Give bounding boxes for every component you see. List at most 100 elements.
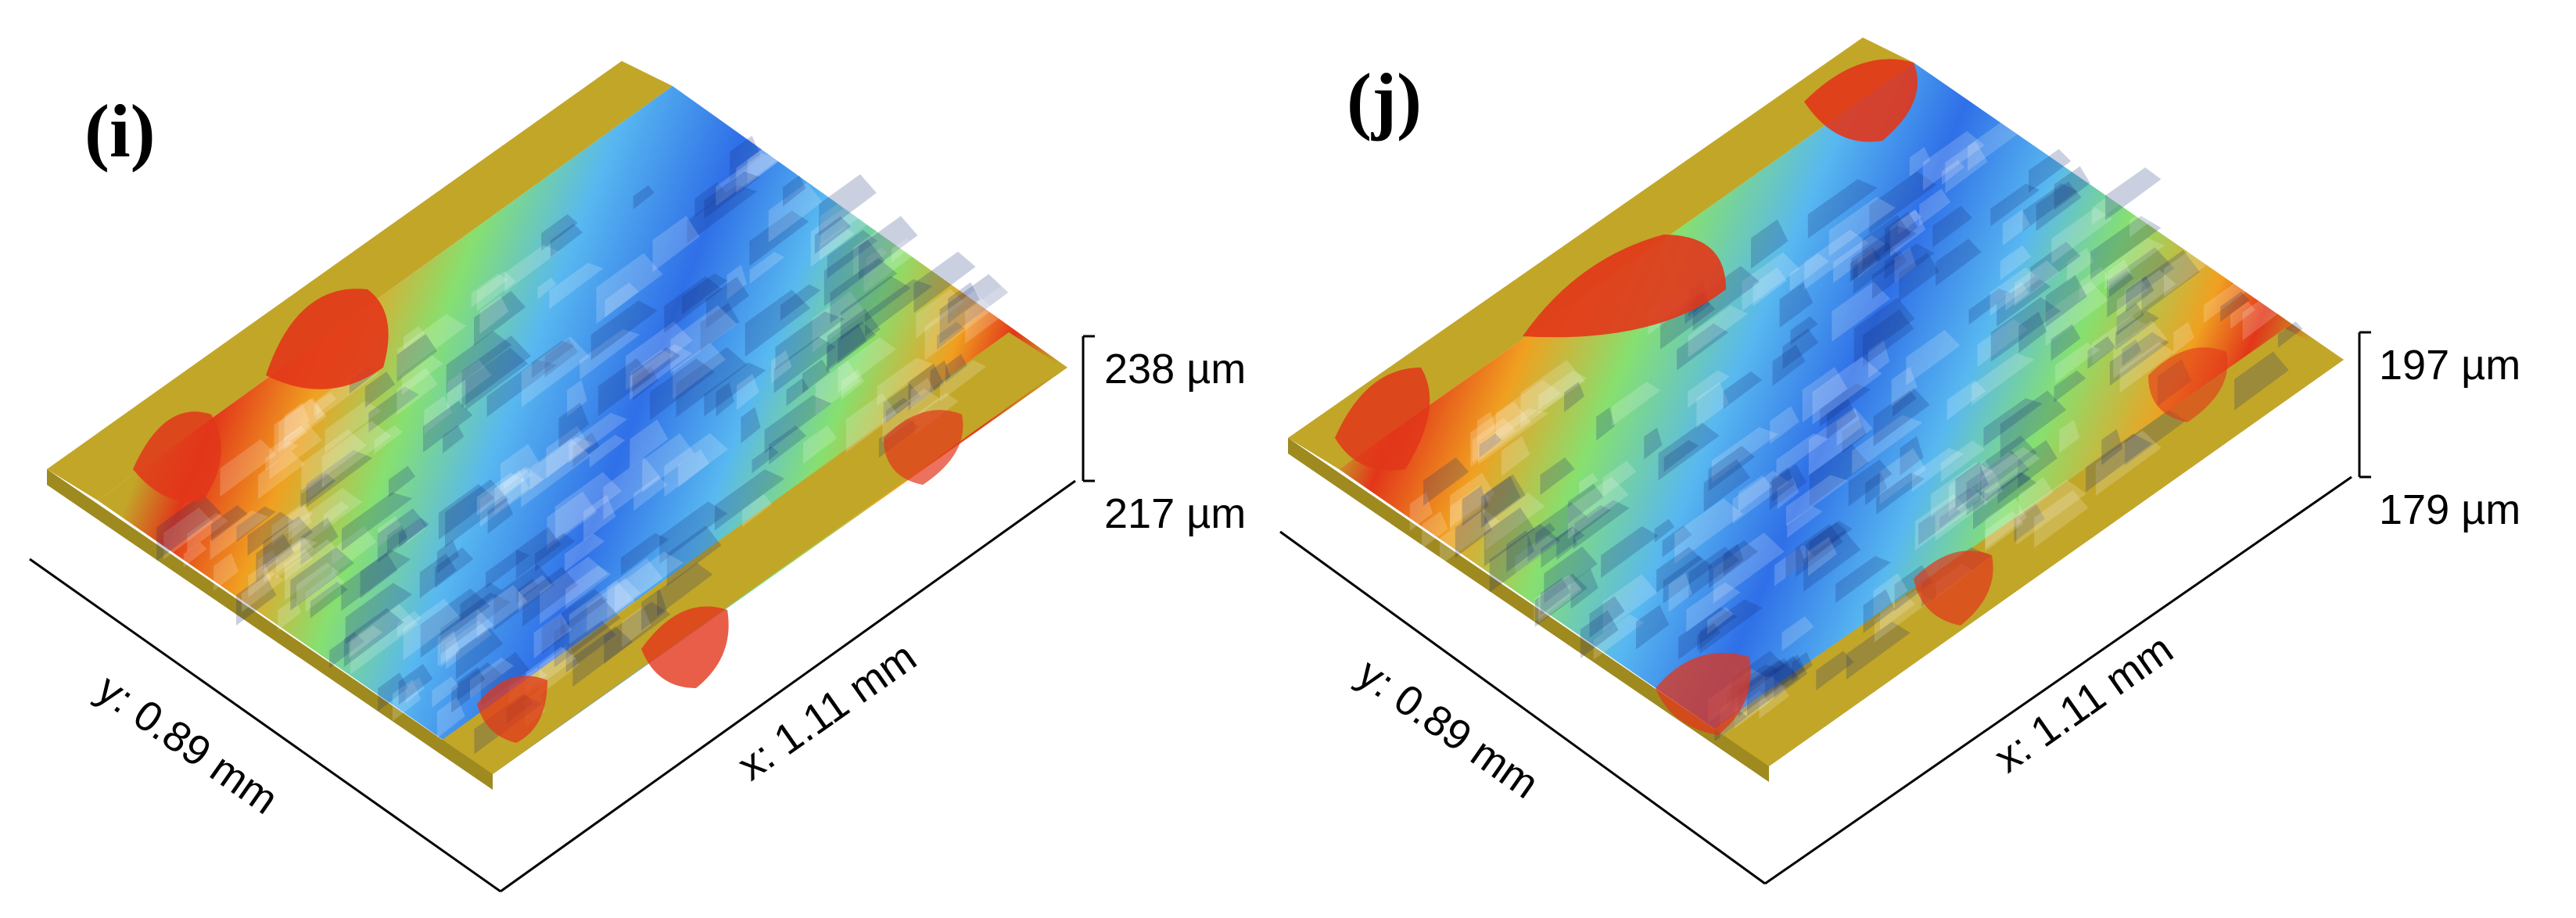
texture-streak [292,488,363,555]
texture-streak [432,676,460,708]
texture-streak [1922,131,1985,191]
texture-streak [1556,527,1577,561]
texture-streak [2091,189,2129,226]
texture-streak [892,238,913,263]
texture-streak [2015,260,2060,307]
texture-streak [1660,292,1716,350]
texture-streak [1782,328,1819,370]
texture-streak [567,379,587,417]
texture-streak [939,360,987,402]
texture-streak [1851,225,1917,281]
texture-streak [1828,196,1896,256]
texture-streak [419,553,457,599]
texture-streak [446,331,512,394]
texture-streak [1990,297,2061,362]
texture-streak [1714,710,1748,742]
texture-streak [1985,511,2024,552]
texture-streak [1688,547,1740,598]
texture-streak [241,571,285,612]
texture-streak [1879,594,1915,631]
texture-streak [1480,474,1526,529]
texture-streak [1785,547,1806,579]
texture-streak [1871,243,1935,299]
texture-streak [2079,267,2110,300]
texture-streak [446,620,492,669]
texture-streak [1708,446,1756,492]
texture-streak [1894,247,1917,283]
texture-streak [518,575,552,611]
z-max-label: 238 µm [1104,346,1246,393]
x-axis-line [500,479,1076,893]
texture-streak [435,547,474,589]
texture-streak [2173,321,2194,354]
texture-streak [2107,247,2175,318]
texture-streak [504,245,559,292]
texture-streak [1713,533,1785,604]
texture-streak [773,336,836,393]
texture-streak [493,564,555,631]
texture-streak [1802,367,1848,423]
texture-streak [278,397,327,453]
texture-streak [681,273,728,315]
texture-streak [1796,523,1843,577]
texture-streak [364,371,396,408]
texture-streak [1612,382,1661,427]
texture-streak [1806,520,1853,564]
texture-streak [1601,525,1659,579]
texture-streak [399,518,429,548]
texture-streak [440,630,460,668]
texture-streak [714,469,785,531]
texture-streak [2054,166,2090,210]
texture-streak [846,393,898,453]
texture-streak [500,443,540,492]
texture-streak [633,475,668,511]
texture-streak [1787,506,1823,539]
texture-streak [1807,536,1838,576]
texture-streak [521,336,590,407]
texture-streak [1696,382,1729,429]
texture-streak [937,321,965,350]
texture-streak [1852,414,1923,475]
texture-streak [1862,214,1911,271]
texture-streak [1574,504,1612,538]
texture-streak [541,214,578,251]
texture-streak [1699,599,1763,654]
texture-streak [1939,507,1961,529]
texture-streak [1439,507,1500,566]
texture-streak [1538,370,1587,414]
texture-streak [1596,407,1615,441]
surface-panel-j: (j) 197 µm 179 µm y: 0.89 mm x: 1.11 mm [1279,0,2576,918]
texture-streak [916,289,964,339]
texture-streak [1688,370,1730,408]
texture-streak [1909,147,1931,177]
texture-streak [838,323,867,364]
texture-streak [838,337,896,393]
texture-streak [487,497,514,534]
texture-streak [1835,556,1891,604]
texture-streak [1832,281,1891,342]
texture-streak [2000,390,2067,458]
texture-streak [1945,141,1988,194]
texture-streak [447,360,492,409]
texture-streak [360,552,398,599]
texture-streak [1892,390,1918,418]
texture-streak [1567,476,1629,540]
texture-streak [1678,607,1738,660]
texture-streak [1723,371,1763,409]
texture-streak [664,276,723,333]
texture-streak [540,556,608,625]
texture-streak [1541,525,1585,568]
texture-streak [539,644,579,696]
texture-streak [1863,589,1895,633]
texture-streak [853,218,910,276]
texture-streak [815,360,861,415]
texture-streak [1654,518,1675,543]
texture-streak [1846,621,1910,680]
texture-streak [965,275,1037,344]
texture-streak [300,517,339,565]
texture-streak [589,435,626,468]
texture-streak [1742,252,1800,311]
texture-streak [2220,292,2250,322]
texture-streak [440,592,511,654]
texture-streak [2034,489,2089,548]
